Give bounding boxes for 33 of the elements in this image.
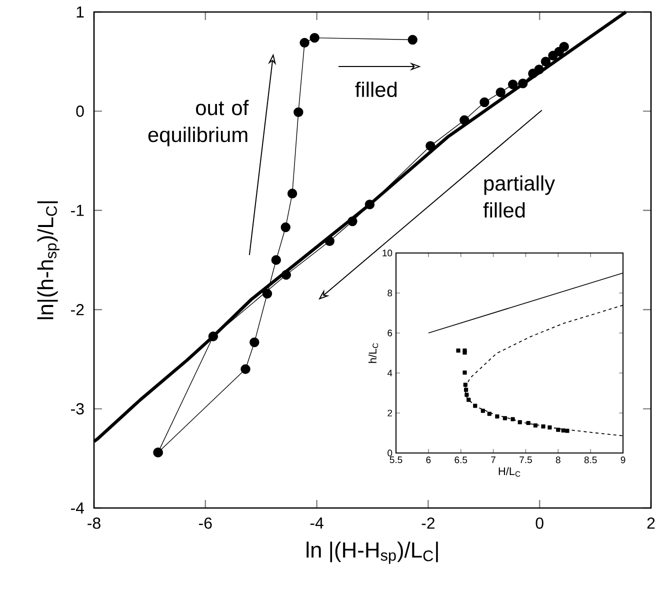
annotation: out of equilibrium [148,100,249,146]
y-tick-label: 2 [388,410,392,416]
y-tick-label: 0 [76,106,84,117]
x-tick-label: 0 [536,518,544,529]
annotation: filled [355,82,397,98]
x-tick-label: -6 [199,518,212,529]
y-tick-label: -4 [71,502,84,514]
y-tick-label: 1 [76,6,84,18]
y-tick-label: 0 [388,450,392,456]
annotation: partially filled [483,175,556,218]
x-tick-label: -2 [422,518,434,529]
y-tick-label: -1 [71,204,84,216]
x-tick-label: 9 [620,456,626,464]
x-tick-label: -4 [310,518,324,528]
x-tick-label: 2 [647,518,655,529]
y-tick-label: 10 [382,250,392,256]
y-tick-label: 4 [387,370,392,376]
x-tick-label: -8 [88,518,100,529]
x-tick-label: 8.5 [584,456,597,464]
x-axis-title: ln |(H-H$_{sp}$)/L$_{C}$| [306,542,438,564]
y-axis-title: ln|(h-h$_{sp}$)/L$_{C}$| [37,201,60,320]
x-tick-label: 6.5 [454,456,468,464]
x-tick-label: 6 [426,456,431,464]
y-tick-label: -2 [71,304,84,316]
x-tick-label: 5.5 [390,456,402,464]
x-tick-label: 8 [556,456,560,464]
x-tick-label: 7 [491,456,496,464]
y-tick-label: -3 [71,403,84,414]
y-tick-label: 6 [388,330,392,336]
x-tick-label: 7.5 [520,456,532,464]
y-tick-label: 8 [388,290,392,296]
y-axis-title: h/L$_{C}$ [368,343,378,363]
x-axis-title: H/L$_{C}$ [498,467,520,477]
